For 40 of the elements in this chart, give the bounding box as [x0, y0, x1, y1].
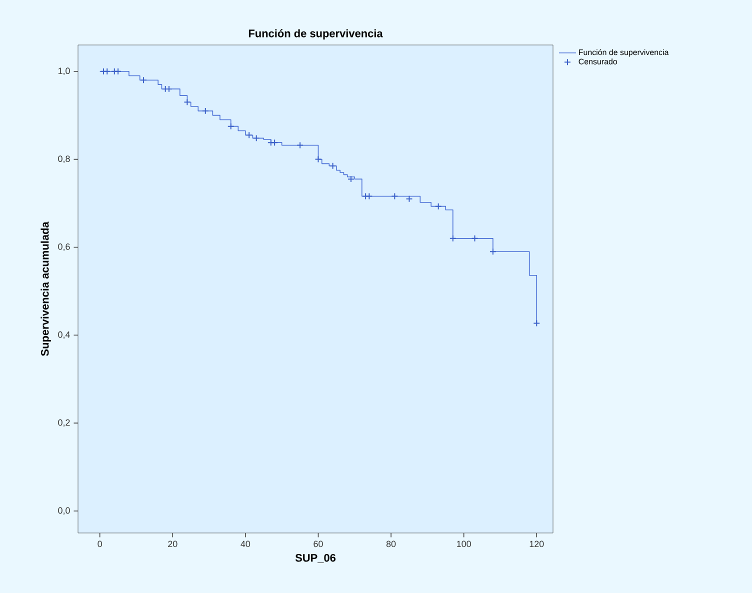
x-tick-label: 120 — [530, 540, 544, 548]
point — [296, 142, 304, 149]
x-axis-title: SUP_06 — [295, 554, 336, 563]
y-tick-label: 0,0 — [58, 507, 70, 515]
point — [314, 156, 322, 163]
point — [471, 234, 478, 242]
point — [533, 320, 540, 327]
point — [227, 122, 234, 130]
point — [406, 195, 413, 202]
y-tick-label: 1,0 — [58, 68, 70, 76]
y-tick-label: 0,8 — [58, 156, 70, 163]
point — [489, 248, 496, 256]
y-tick-label: 0,2 — [58, 419, 70, 427]
point — [252, 134, 260, 142]
point — [104, 68, 111, 75]
point — [271, 139, 278, 146]
y-tick-label: 0,4 — [58, 331, 70, 339]
point — [348, 176, 354, 183]
x-tick-label: 60 — [314, 540, 323, 548]
point — [434, 202, 442, 210]
point — [202, 107, 209, 114]
x-tick-label: 40 — [240, 540, 250, 548]
point — [110, 68, 118, 75]
point — [246, 132, 253, 139]
chart-title: Función de supervivencia — [248, 29, 383, 40]
point — [366, 192, 373, 200]
x-tick-label: 80 — [386, 540, 396, 548]
x-tick-label: 20 — [168, 540, 178, 548]
point — [267, 139, 274, 146]
point — [140, 76, 148, 84]
point — [329, 162, 336, 170]
point — [114, 68, 122, 75]
y-axis-title: Supervivencia acumulada — [40, 222, 51, 356]
point — [100, 68, 107, 75]
x-tick-label: 100 — [457, 540, 471, 548]
point — [449, 234, 456, 242]
point — [184, 98, 191, 106]
y-tick-label: 0,6 — [58, 244, 70, 251]
point — [391, 192, 398, 200]
x-tick-label: 0 — [98, 540, 102, 548]
